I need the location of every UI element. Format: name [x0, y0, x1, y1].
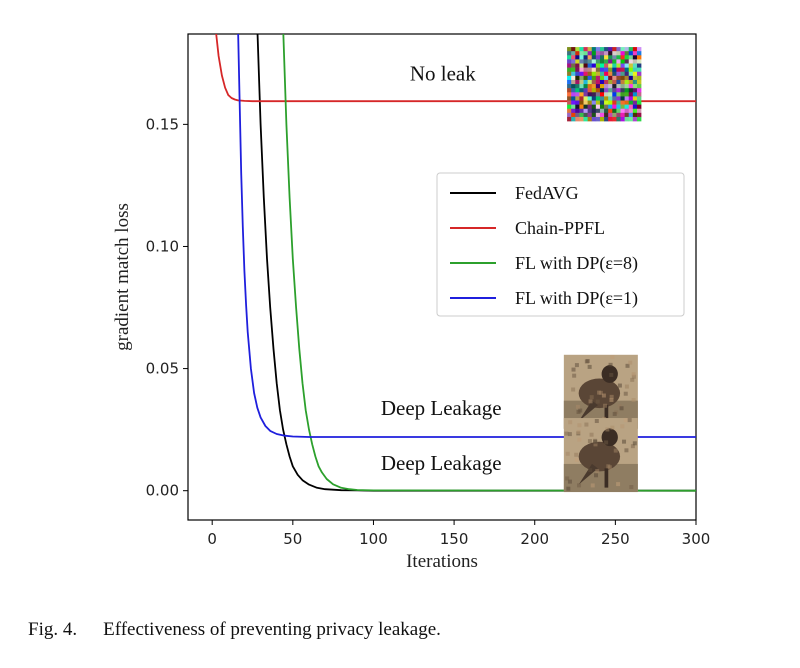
x-axis: 0 50 100 150 200 250 300 — [207, 520, 710, 548]
reconstructed-image-1 — [563, 354, 638, 429]
x-tick-label-2: 100 — [359, 530, 388, 548]
x-tick-label-1: 50 — [283, 530, 302, 548]
x-tick-label-5: 250 — [601, 530, 630, 548]
annotation-layer: No leak Deep Leakage Deep Leakage — [381, 61, 502, 475]
figure-caption: Fig. 4. Effectiveness of preventing priva… — [28, 619, 441, 641]
legend-label-3: FL with DP(ε=1) — [515, 288, 638, 309]
y-axis-title: gradient match loss — [112, 203, 133, 351]
series-line-2 — [282, 34, 696, 492]
annotation-label-1: Deep Leakage — [381, 396, 502, 420]
x-tick-label-3: 150 — [440, 530, 469, 548]
x-tick-label-0: 0 — [207, 530, 217, 548]
figure: No leak Deep Leakage Deep Leakage 0 50 100 15… — [112, 33, 710, 572]
y-tick-label-1: 0.05 — [146, 360, 179, 378]
annotation-label-0: No leak — [410, 61, 476, 85]
noise-image-0 — [567, 47, 642, 122]
axes-frame — [187, 33, 697, 521]
series-line-1 — [215, 34, 696, 103]
x-tick-label-4: 200 — [520, 530, 549, 548]
legend-label-1: Chain-PPFL — [515, 218, 605, 238]
reconstructed-image-2 — [563, 418, 638, 493]
x-tick-label-6: 300 — [682, 530, 711, 548]
legend: FedAVG Chain-PPFL FL with DP(ε=8) FL with D… — [436, 172, 685, 317]
legend-label-0: FedAVG — [515, 183, 579, 203]
series-layer — [215, 34, 696, 492]
annotation-label-2: Deep Leakage — [381, 451, 502, 475]
x-axis-title: Iterations — [406, 551, 478, 572]
series-line-0 — [256, 34, 696, 492]
y-tick-label-2: 0.10 — [146, 237, 179, 255]
caption-text: Effectiveness of preventing privacy leak… — [103, 619, 441, 640]
series-line-3 — [237, 34, 696, 438]
y-axis: 0.00 0.05 0.10 0.15 — [146, 115, 188, 500]
y-tick-label-0: 0.00 — [146, 482, 179, 500]
thumbnail-layer — [563, 47, 642, 493]
caption-number: Fig. 4. — [28, 619, 78, 640]
legend-box — [436, 172, 685, 317]
plot-area: No leak Deep Leakage Deep Leakage 0 50 100 15… — [146, 33, 710, 548]
legend-label-2: FL with DP(ε=8) — [515, 253, 638, 274]
y-tick-label-3: 0.15 — [146, 115, 179, 133]
